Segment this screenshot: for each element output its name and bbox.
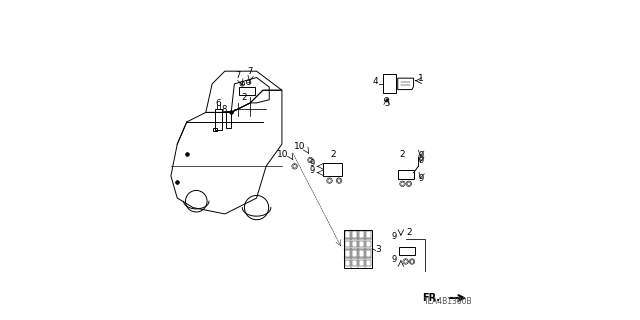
Text: 9: 9 xyxy=(392,254,397,263)
Polygon shape xyxy=(407,182,410,186)
Bar xyxy=(359,231,364,238)
Text: 9: 9 xyxy=(310,159,315,168)
Text: 2: 2 xyxy=(399,150,405,159)
Text: 9: 9 xyxy=(392,232,397,241)
Polygon shape xyxy=(328,179,331,182)
Bar xyxy=(397,170,413,179)
Text: 9: 9 xyxy=(310,166,315,175)
Bar xyxy=(227,111,231,128)
Bar xyxy=(345,241,350,247)
Bar xyxy=(215,109,221,130)
Bar xyxy=(366,250,371,257)
Bar xyxy=(352,231,357,238)
Bar xyxy=(359,250,364,257)
Text: FR.: FR. xyxy=(422,293,440,303)
Text: 9: 9 xyxy=(419,174,424,183)
Bar xyxy=(399,247,415,255)
Bar xyxy=(359,241,364,247)
Text: 9: 9 xyxy=(419,151,424,160)
Polygon shape xyxy=(404,260,407,263)
Polygon shape xyxy=(410,260,413,263)
Text: 8: 8 xyxy=(221,105,227,115)
Text: 10: 10 xyxy=(276,150,288,159)
Text: 7: 7 xyxy=(248,67,253,76)
Bar xyxy=(344,230,372,268)
Bar xyxy=(323,163,342,176)
Text: 5: 5 xyxy=(384,99,389,108)
Polygon shape xyxy=(401,182,404,186)
Bar xyxy=(383,74,396,93)
Polygon shape xyxy=(293,164,296,168)
Bar xyxy=(345,260,350,267)
Bar xyxy=(352,260,357,267)
Bar xyxy=(239,87,255,95)
Text: 2: 2 xyxy=(330,150,335,159)
Text: 2: 2 xyxy=(406,228,412,236)
Text: 6: 6 xyxy=(216,99,221,108)
Bar xyxy=(345,250,350,257)
Text: 3: 3 xyxy=(376,245,381,254)
Text: 9: 9 xyxy=(419,156,424,165)
Polygon shape xyxy=(337,179,340,182)
Text: 7: 7 xyxy=(235,70,240,80)
Bar xyxy=(352,250,357,257)
Text: 10: 10 xyxy=(294,142,306,151)
Text: 4: 4 xyxy=(373,77,379,86)
Bar xyxy=(366,231,371,238)
Bar xyxy=(366,241,371,247)
Bar xyxy=(345,231,350,238)
Bar xyxy=(212,128,217,132)
Polygon shape xyxy=(309,158,312,162)
Bar xyxy=(352,241,357,247)
Bar xyxy=(359,260,364,267)
Text: 2: 2 xyxy=(241,93,246,102)
Bar xyxy=(366,260,371,267)
Text: TLA4B1380B: TLA4B1380B xyxy=(424,297,472,306)
Text: 1: 1 xyxy=(419,74,424,83)
